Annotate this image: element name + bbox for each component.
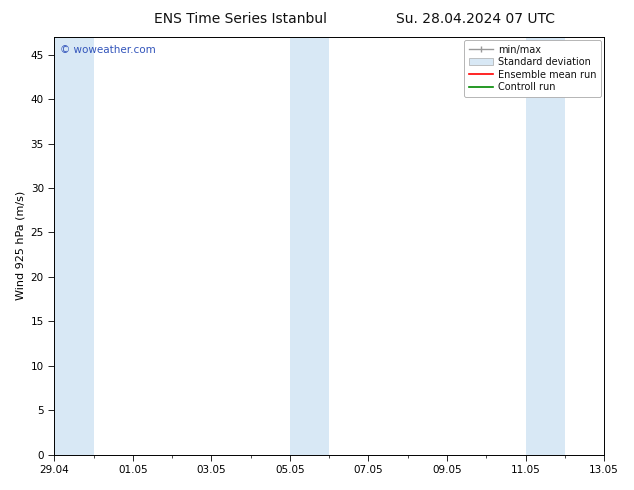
Bar — [526, 37, 565, 455]
Bar — [55, 37, 93, 455]
Bar — [290, 37, 329, 455]
Y-axis label: Wind 925 hPa (m/s): Wind 925 hPa (m/s) — [15, 191, 25, 300]
Legend: min/max, Standard deviation, Ensemble mean run, Controll run: min/max, Standard deviation, Ensemble me… — [464, 40, 601, 97]
Text: © woweather.com: © woweather.com — [60, 46, 155, 55]
Text: ENS Time Series Istanbul: ENS Time Series Istanbul — [155, 12, 327, 26]
Text: Su. 28.04.2024 07 UTC: Su. 28.04.2024 07 UTC — [396, 12, 555, 26]
